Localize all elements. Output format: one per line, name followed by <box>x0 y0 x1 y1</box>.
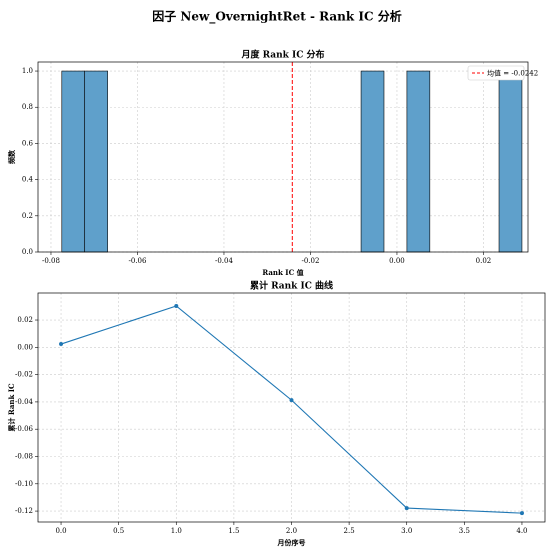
y-tick-label: -0.04 <box>15 398 33 406</box>
x-tick-label: 3.0 <box>401 527 412 535</box>
x-axis-label: Rank IC 值 <box>262 268 303 277</box>
bar <box>61 70 86 253</box>
bar <box>406 70 431 253</box>
x-tick-label: 0.5 <box>113 527 124 535</box>
y-axis-label: 频数 <box>7 149 16 164</box>
x-tick-label: 2.5 <box>344 527 355 535</box>
plot-frame <box>37 61 529 253</box>
y-tick-label: 0.8 <box>22 103 33 111</box>
chart-title: 累计 Rank IC 曲线 <box>250 280 333 292</box>
y-tick-label: 0.6 <box>22 139 34 147</box>
x-tick-label: 2.0 <box>286 527 297 535</box>
bar <box>84 70 108 253</box>
y-tick-label: -0.06 <box>15 425 33 433</box>
y-tick-label: -0.08 <box>15 452 33 460</box>
legend-label: 均值 = -0.0242 <box>487 69 538 78</box>
point <box>174 303 179 308</box>
plot-frame <box>37 292 546 523</box>
x-tick-label: -0.02 <box>301 257 319 265</box>
x-tick-label: -0.04 <box>215 257 233 265</box>
point <box>289 398 294 403</box>
y-tick-label: 1.0 <box>22 67 33 75</box>
x-tick-label: 1.5 <box>228 527 239 535</box>
x-axis-label: 月份序号 <box>277 538 306 547</box>
point <box>59 342 64 347</box>
y-tick-label: 0.00 <box>17 343 33 351</box>
x-tick-label: 4.0 <box>516 527 527 535</box>
x-tick-label: 3.5 <box>459 527 470 535</box>
y-tick-label: -0.12 <box>15 507 33 515</box>
y-axis-label: 累计 Rank IC <box>7 383 16 432</box>
x-tick-label: 1.0 <box>171 527 182 535</box>
legend-box <box>467 65 525 81</box>
x-tick-label: 0.0 <box>55 527 66 535</box>
y-tick-label: 0.4 <box>22 176 34 184</box>
chart-title: 月度 Rank IC 分布 <box>240 49 324 61</box>
figure-title: 因子 New_OvernightRet - Rank IC 分析 <box>152 9 402 25</box>
y-tick-label: 0.02 <box>17 316 33 324</box>
y-tick-label: 0.0 <box>22 248 33 256</box>
x-tick-label: 0.02 <box>476 257 492 265</box>
bar <box>360 70 385 253</box>
x-tick-label: 0.00 <box>389 257 405 265</box>
x-tick-label: -0.06 <box>128 257 146 265</box>
point <box>404 506 409 511</box>
y-tick-label: -0.02 <box>15 371 33 379</box>
x-tick-label: -0.08 <box>42 257 60 265</box>
point <box>519 511 524 516</box>
bar <box>498 70 523 253</box>
y-tick-label: -0.10 <box>15 480 33 488</box>
y-tick-label: 0.2 <box>22 212 33 220</box>
